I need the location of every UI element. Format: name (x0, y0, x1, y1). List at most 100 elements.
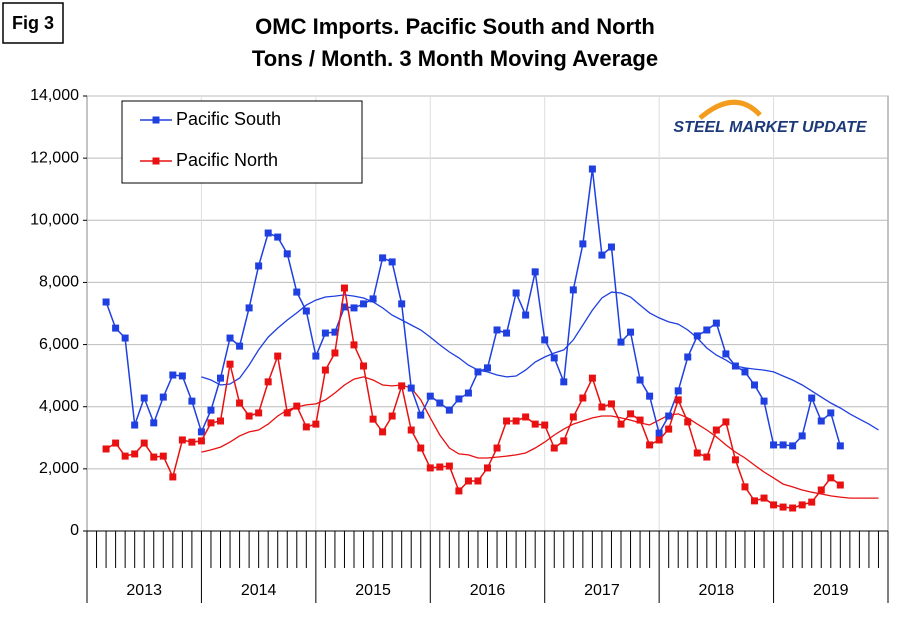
data-point (722, 418, 730, 426)
data-point (302, 423, 310, 431)
data-point (302, 307, 310, 315)
data-point (607, 243, 615, 251)
data-point (665, 425, 673, 433)
data-point (598, 251, 606, 259)
data-point (722, 350, 730, 358)
x-tick-label: 2016 (470, 582, 506, 599)
data-point (493, 326, 501, 334)
data-point (607, 400, 615, 408)
legend-box (121, 100, 363, 184)
data-point (817, 417, 825, 425)
data-point (293, 288, 301, 296)
data-point (731, 456, 739, 464)
data-point (398, 300, 406, 308)
moving-average-line (201, 376, 879, 499)
data-point (264, 378, 272, 386)
data-point (760, 494, 768, 502)
data-point (522, 311, 530, 319)
data-point (541, 421, 549, 429)
data-point (131, 450, 139, 458)
data-point (388, 258, 396, 266)
data-point (197, 428, 205, 436)
data-point (827, 474, 835, 482)
data-point (541, 336, 549, 344)
data-point (484, 364, 491, 372)
data-point (340, 303, 348, 311)
data-point (836, 442, 844, 450)
data-point (503, 329, 511, 337)
data-point (741, 368, 749, 376)
data-point (407, 384, 415, 392)
data-point (340, 284, 348, 292)
data-point (102, 445, 110, 453)
data-point (703, 453, 711, 461)
data-point (321, 366, 329, 374)
data-point (207, 419, 215, 427)
data-point (464, 389, 472, 397)
x-tick-label: 2017 (584, 582, 620, 599)
data-point (569, 286, 577, 294)
data-point (560, 378, 568, 386)
data-point (417, 444, 425, 452)
data-point (245, 304, 253, 312)
data-point (169, 371, 177, 379)
data-point (369, 295, 377, 303)
data-point (321, 329, 329, 337)
data-point (531, 420, 539, 428)
data-point (445, 462, 453, 470)
data-point (455, 487, 463, 495)
data-point (217, 374, 224, 382)
data-point (598, 403, 606, 411)
data-point (808, 394, 816, 402)
data-point (407, 426, 415, 434)
data-point (207, 406, 215, 414)
data-point (617, 338, 625, 346)
chart-subtitle: Tons / Month. 3 Month Moving Average (252, 46, 658, 71)
data-point (827, 409, 835, 417)
data-point (636, 376, 644, 384)
data-point (369, 415, 377, 423)
data-point (236, 342, 244, 350)
data-point (770, 501, 778, 509)
data-point (789, 442, 797, 450)
data-point (817, 486, 825, 494)
data-point (274, 233, 282, 241)
data-point (693, 332, 701, 340)
data-point (331, 349, 339, 357)
data-point (684, 418, 692, 426)
y-tick-label: 12,000 (30, 149, 79, 166)
data-point (693, 449, 701, 457)
data-point (388, 412, 396, 420)
data-point (503, 417, 511, 425)
x-tick-label: 2015 (355, 582, 391, 599)
data-point (808, 498, 816, 506)
data-point (417, 411, 425, 419)
data-point (617, 420, 625, 428)
data-point (798, 432, 806, 440)
data-point (197, 437, 205, 445)
data-point (674, 396, 682, 404)
y-tick-label: 4,000 (39, 398, 79, 415)
data-point (188, 397, 196, 405)
data-point (169, 473, 177, 481)
x-tick-label: 2014 (241, 582, 277, 599)
data-point (226, 360, 234, 368)
data-point (627, 410, 635, 418)
data-point (398, 382, 406, 390)
figure-label-box (2, 2, 64, 44)
data-point (293, 402, 301, 410)
data-point (569, 413, 577, 421)
y-tick-label: 0 (70, 522, 79, 539)
data-point (178, 436, 186, 444)
data-point (712, 319, 720, 327)
y-tick-label: 8,000 (39, 274, 79, 291)
data-point (255, 409, 263, 417)
data-point (236, 399, 244, 407)
data-point (360, 362, 368, 370)
data-point (560, 437, 568, 445)
data-point (684, 353, 692, 361)
data-point (312, 420, 320, 428)
data-point (436, 399, 444, 407)
data-point (789, 504, 797, 512)
